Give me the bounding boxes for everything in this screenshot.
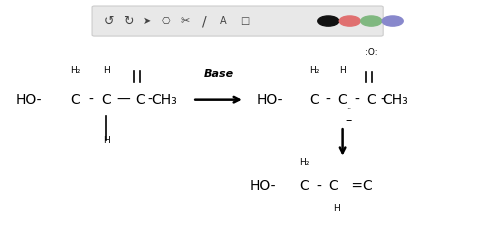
Text: -: - bbox=[147, 93, 152, 107]
Text: C: C bbox=[309, 93, 319, 107]
Text: -: - bbox=[326, 93, 331, 107]
Circle shape bbox=[361, 16, 382, 26]
Text: H: H bbox=[103, 66, 110, 75]
Text: -: - bbox=[316, 179, 321, 193]
Text: C: C bbox=[300, 179, 309, 193]
Text: ↺: ↺ bbox=[104, 15, 114, 28]
Text: H₂: H₂ bbox=[309, 66, 319, 75]
Text: HO-: HO- bbox=[250, 179, 276, 193]
Text: Base: Base bbox=[204, 69, 234, 79]
Text: HO-: HO- bbox=[16, 93, 42, 107]
Circle shape bbox=[339, 16, 360, 26]
Text: C: C bbox=[328, 179, 338, 193]
Text: -: - bbox=[88, 93, 93, 107]
Text: H₂: H₂ bbox=[299, 157, 310, 167]
Text: ⎔: ⎔ bbox=[162, 16, 170, 26]
Text: C: C bbox=[101, 93, 111, 107]
Circle shape bbox=[318, 16, 339, 26]
Text: C: C bbox=[135, 93, 144, 107]
Text: ➤: ➤ bbox=[143, 16, 151, 26]
Text: ✂: ✂ bbox=[180, 16, 190, 26]
Text: H: H bbox=[339, 66, 346, 75]
Text: ↻: ↻ bbox=[122, 15, 133, 28]
Text: ..: .. bbox=[346, 102, 351, 111]
Text: H₂: H₂ bbox=[70, 66, 81, 75]
Text: HO-: HO- bbox=[257, 93, 283, 107]
Text: —: — bbox=[116, 93, 130, 107]
Text: □: □ bbox=[240, 16, 250, 26]
Text: -: - bbox=[381, 93, 385, 107]
Text: CH₃: CH₃ bbox=[151, 93, 177, 107]
Text: =C: =C bbox=[348, 179, 373, 193]
Text: C: C bbox=[338, 93, 348, 107]
Text: A: A bbox=[220, 16, 227, 26]
Text: :O:: :O: bbox=[365, 48, 378, 57]
Circle shape bbox=[382, 16, 403, 26]
Text: C: C bbox=[366, 93, 376, 107]
Text: -: - bbox=[355, 93, 360, 107]
Text: H: H bbox=[334, 204, 340, 213]
FancyBboxPatch shape bbox=[92, 6, 383, 36]
Text: H: H bbox=[103, 136, 110, 145]
Text: C: C bbox=[71, 93, 80, 107]
Text: CH₃: CH₃ bbox=[382, 93, 408, 107]
Text: /: / bbox=[202, 14, 206, 28]
Text: –: – bbox=[345, 114, 351, 127]
